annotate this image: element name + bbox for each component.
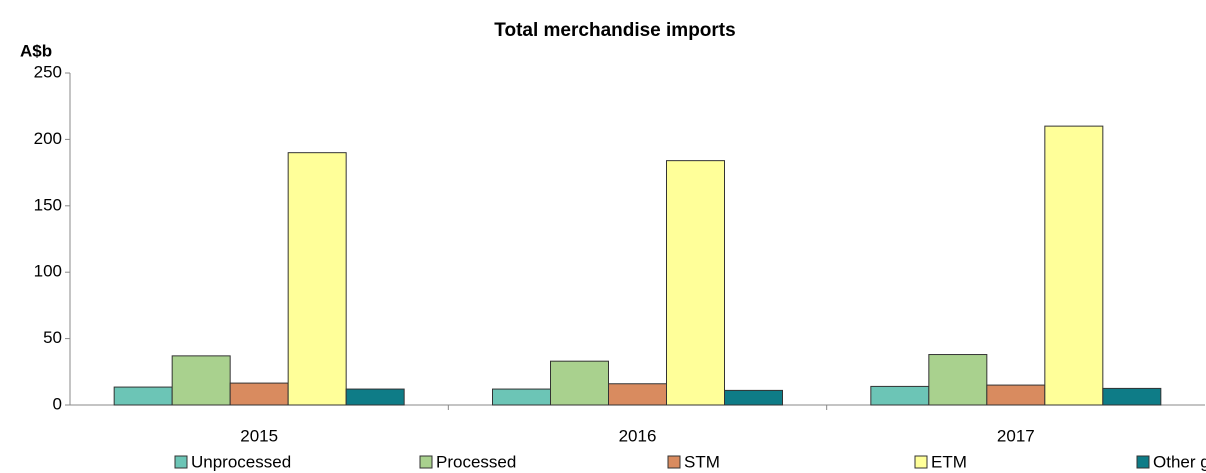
legend-swatch bbox=[914, 455, 928, 469]
y-tick-label: 50 bbox=[43, 328, 62, 347]
legend-label: Other goods bbox=[1153, 452, 1206, 471]
legend-swatch bbox=[667, 455, 681, 469]
y-tick-label: 150 bbox=[34, 195, 62, 214]
legend-label: ETM bbox=[931, 452, 967, 471]
bar bbox=[986, 384, 1046, 406]
y-tick-label: 200 bbox=[34, 129, 62, 148]
x-tick-label: 2016 bbox=[619, 426, 657, 445]
bar bbox=[870, 385, 930, 406]
bar bbox=[550, 360, 609, 406]
bar bbox=[666, 160, 725, 406]
bar bbox=[345, 388, 405, 406]
legend-swatch bbox=[174, 455, 188, 469]
bar bbox=[1044, 125, 1104, 406]
y-tick-label: 250 bbox=[34, 62, 62, 81]
legend-label: Processed bbox=[436, 452, 516, 471]
bar bbox=[171, 355, 231, 406]
legend-swatch bbox=[1136, 455, 1150, 469]
y-tick-label: 0 bbox=[53, 394, 62, 413]
x-tick-label: 2015 bbox=[240, 426, 278, 445]
x-tick-label: 2017 bbox=[997, 426, 1035, 445]
y-tick-label: 100 bbox=[34, 262, 62, 281]
bar bbox=[608, 383, 667, 406]
bar bbox=[928, 354, 988, 406]
bar bbox=[492, 388, 551, 406]
bar bbox=[113, 386, 173, 406]
bar bbox=[724, 389, 783, 406]
bar bbox=[229, 382, 289, 406]
legend-swatch bbox=[419, 455, 433, 469]
legend-label: Unprocessed bbox=[191, 452, 291, 471]
bar bbox=[1102, 387, 1162, 406]
chart-title: Total merchandise imports bbox=[494, 20, 735, 41]
y-axis-label: A$b bbox=[20, 41, 52, 60]
bar bbox=[287, 152, 347, 406]
legend-label: STM bbox=[684, 452, 720, 471]
